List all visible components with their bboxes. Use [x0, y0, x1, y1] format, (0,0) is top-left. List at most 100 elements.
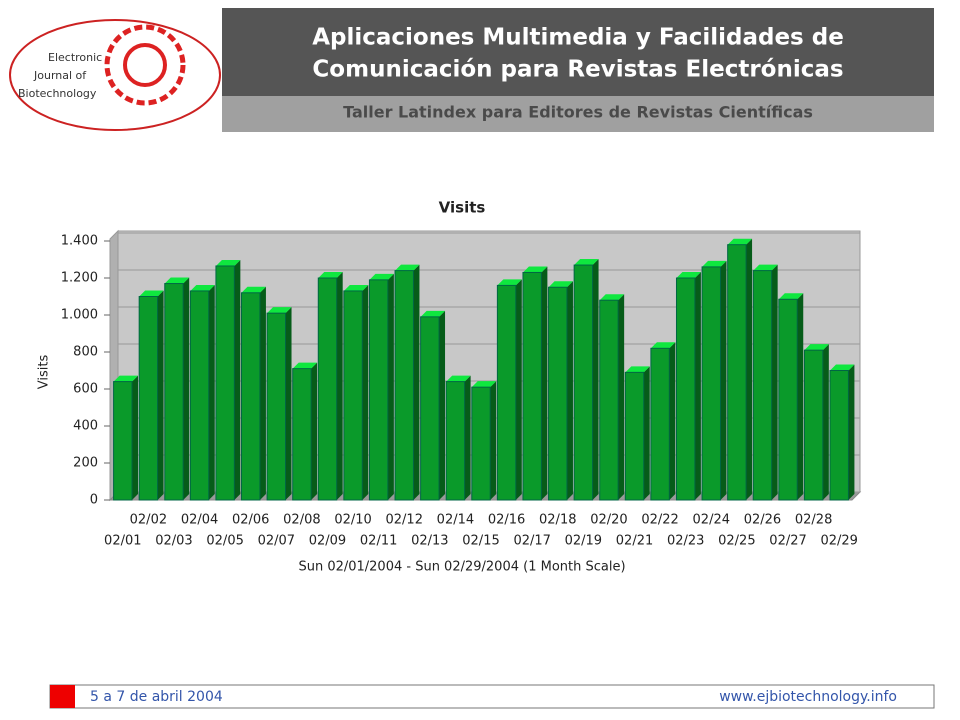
x-tick-label: 02/14 — [437, 513, 474, 528]
logo-text: Biotechnology — [18, 87, 97, 100]
bar-top — [778, 293, 804, 300]
bar-side — [669, 342, 676, 500]
x-tick-label: 02/08 — [283, 513, 320, 528]
bar-side — [490, 381, 497, 500]
bar-top — [369, 273, 394, 280]
footer-marker — [50, 685, 75, 708]
x-tick-label: 02/19 — [565, 534, 602, 549]
x-tick-label: 02/18 — [539, 513, 576, 528]
bar — [752, 270, 773, 501]
bar-top — [753, 264, 778, 271]
y-tick-label: 400 — [73, 419, 98, 434]
bar-top — [599, 294, 625, 301]
bar-top — [164, 277, 190, 284]
x-tick-label: 02/17 — [513, 534, 550, 549]
header-subtitle: Taller Latindex para Editores de Revista… — [343, 103, 813, 122]
bar-top — [727, 238, 753, 245]
bar-side — [208, 284, 215, 500]
bar — [292, 368, 312, 501]
x-tick-label: 02/16 — [488, 513, 525, 528]
bar-side — [311, 362, 318, 500]
y-tick-label: 600 — [73, 382, 98, 397]
bar — [829, 370, 849, 501]
x-tick-label: 02/12 — [386, 513, 423, 528]
bar-top — [267, 307, 292, 314]
x-tick-label: 02/03 — [155, 534, 192, 549]
bar — [548, 286, 568, 501]
chart: Visits Visits Sun 02/01/2004 - Sun 02/29… — [37, 199, 862, 575]
bar — [675, 277, 696, 501]
x-tick-label: 02/22 — [641, 513, 678, 528]
bar — [215, 265, 235, 501]
bar — [445, 381, 466, 501]
x-tick-label: 02/06 — [232, 513, 269, 528]
bar — [778, 298, 798, 501]
bar-top — [702, 260, 727, 267]
x-tick-label: 02/11 — [360, 534, 397, 549]
bar — [522, 271, 542, 501]
logo-emblem — [123, 43, 167, 87]
bar-top — [676, 272, 701, 278]
x-tick-label: 02/25 — [718, 534, 755, 549]
bar-top — [650, 342, 676, 349]
bar-top — [241, 286, 266, 293]
bar-top — [497, 279, 522, 286]
bar-side — [797, 293, 804, 500]
bar — [727, 244, 747, 501]
bar-top — [446, 375, 471, 382]
bar-side — [387, 273, 394, 500]
bar — [266, 312, 287, 501]
bar-side — [822, 344, 829, 500]
bar-side — [464, 375, 471, 500]
logo-text: Journal of — [33, 69, 87, 82]
y-tick-label: 800 — [73, 345, 98, 360]
bar — [317, 277, 338, 501]
logo-emblem — [104, 24, 186, 106]
x-tick-label: 02/02 — [130, 513, 167, 528]
bar-top — [215, 259, 241, 266]
bar-top — [522, 266, 548, 273]
bar-side — [848, 364, 855, 500]
bar-top — [420, 310, 446, 317]
bar — [650, 347, 670, 501]
x-tick-label: 02/01 — [104, 534, 141, 549]
bar — [471, 386, 491, 501]
bar-side — [439, 310, 446, 500]
x-axis-title: Sun 02/01/2004 - Sun 02/29/2004 (1 Month… — [298, 560, 625, 575]
bar — [343, 290, 363, 501]
bar-top — [190, 284, 215, 291]
bar-top — [113, 375, 139, 382]
bar-side — [618, 294, 625, 500]
bar — [803, 349, 824, 501]
bar — [113, 381, 133, 501]
footer-url: www.ejbiotechnology.info — [719, 689, 897, 705]
bar-top — [139, 290, 164, 297]
bar-side — [285, 307, 292, 500]
header-band — [222, 8, 934, 96]
bar-side — [515, 279, 522, 500]
header-title: Aplicaciones Multimedia y Facilidades de — [312, 25, 844, 51]
bar-top — [343, 284, 369, 291]
x-tick-label: 02/05 — [206, 534, 243, 549]
bar — [138, 296, 159, 501]
y-tick-label: 1.200 — [61, 271, 98, 286]
bar-side — [336, 272, 343, 500]
y-tick-label: 0 — [90, 493, 98, 508]
bar-top — [292, 362, 318, 369]
footer-date: 5 a 7 de abril 2004 — [90, 689, 223, 705]
bar — [189, 290, 210, 501]
x-tick-label: 02/15 — [462, 534, 499, 549]
bar-side — [259, 286, 266, 500]
bar-side — [413, 264, 420, 500]
logo: Electronic Journal of Biotechnology — [9, 19, 221, 131]
x-tick-label: 02/27 — [769, 534, 806, 549]
x-tick-label: 02/07 — [258, 534, 295, 549]
bar-side — [771, 264, 778, 500]
x-tick-label: 02/20 — [590, 513, 627, 528]
x-tick-label: 02/21 — [616, 534, 653, 549]
bar-side — [592, 259, 599, 500]
y-tick-label: 1.000 — [61, 308, 98, 323]
bar-side — [183, 277, 190, 500]
